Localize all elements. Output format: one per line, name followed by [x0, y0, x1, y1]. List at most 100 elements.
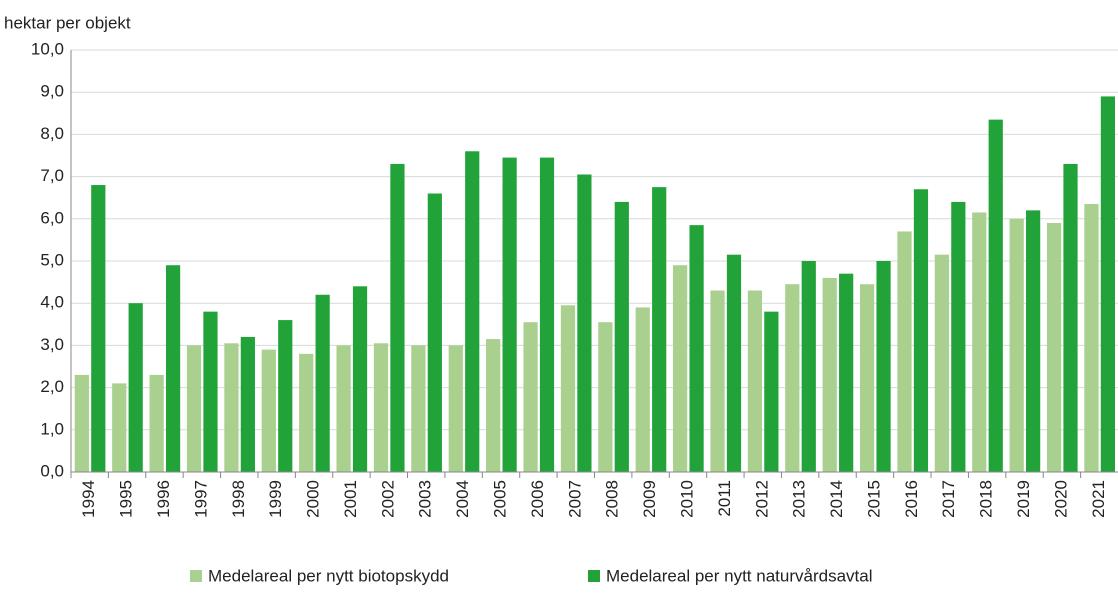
x-tick-label: 2008: [603, 480, 622, 518]
bar: [240, 336, 255, 472]
x-tick-label: 2006: [528, 480, 547, 518]
bar: [1026, 210, 1041, 473]
bar: [1100, 96, 1116, 473]
bar: [128, 303, 143, 472]
y-tick-label: 9,0: [40, 82, 64, 101]
y-tick-label: 7,0: [40, 166, 64, 185]
y-tick-label: 1,0: [40, 419, 64, 438]
bar: [427, 193, 442, 473]
bar: [465, 151, 480, 472]
bar: [336, 345, 351, 472]
bar: [972, 212, 987, 472]
bar: [1009, 218, 1024, 472]
legend-label: Medelareal per nytt biotopskydd: [208, 566, 449, 585]
x-tick-label: 2002: [378, 480, 397, 518]
x-tick-label: 2014: [827, 480, 846, 518]
bar: [560, 305, 576, 472]
y-tick-label: 10,0: [31, 39, 64, 58]
bar: [315, 294, 330, 472]
x-tick-label: 1998: [229, 480, 248, 518]
bar: [1046, 223, 1062, 472]
y-tick-label: 3,0: [40, 335, 64, 354]
bar: [411, 345, 426, 472]
bar: [934, 254, 949, 472]
y-tick-label: 8,0: [40, 124, 64, 143]
bar: [165, 265, 181, 472]
y-tick-label: 0,0: [40, 461, 64, 480]
x-tick-label: 2010: [677, 480, 696, 518]
bar: [785, 284, 800, 472]
x-tick-label: 2016: [902, 480, 921, 518]
x-tick-label: 2021: [1089, 480, 1108, 518]
bar: [801, 261, 816, 472]
bar: [635, 307, 650, 472]
bar: [1063, 163, 1078, 472]
x-tick-label: 1997: [191, 480, 210, 518]
bar: [951, 201, 966, 473]
bar: [352, 286, 368, 472]
x-tick-label: 1999: [266, 480, 285, 518]
bar: [74, 374, 89, 472]
bar: [299, 353, 314, 472]
bar: [614, 201, 629, 473]
bar: [710, 290, 725, 472]
y-tick-label: 4,0: [40, 293, 64, 312]
bar: [747, 290, 763, 472]
x-tick-label: 2017: [939, 480, 958, 518]
bar: [1084, 204, 1099, 472]
bar: [523, 322, 538, 472]
legend-swatch: [588, 570, 600, 582]
bar: [91, 185, 106, 473]
y-tick-label: 6,0: [40, 208, 64, 227]
x-tick-label: 2012: [752, 480, 771, 518]
bar: [261, 349, 276, 472]
bar: [689, 225, 704, 472]
bar: [764, 311, 779, 472]
bar: [486, 339, 501, 472]
bar: [859, 284, 875, 472]
x-tick-label: 2005: [491, 480, 510, 518]
x-tick-label: 2003: [416, 480, 435, 518]
x-tick-label: 2009: [640, 480, 659, 518]
bar: [112, 383, 127, 472]
x-tick-label: 2004: [453, 480, 472, 518]
x-tick-label: 2011: [715, 480, 734, 517]
bar: [203, 311, 218, 472]
y-tick-label: 5,0: [40, 250, 64, 269]
bar: [577, 174, 592, 473]
bar: [598, 322, 613, 472]
bar: [839, 273, 854, 472]
y-axis-title: hektar per objekt: [4, 13, 131, 32]
bar: [278, 320, 293, 472]
x-tick-label: 2007: [565, 480, 584, 518]
bar: [502, 157, 517, 473]
x-tick-label: 2001: [341, 480, 360, 518]
bar: [539, 157, 555, 473]
bar: [390, 163, 405, 472]
legend-swatch: [190, 570, 202, 582]
bar: [726, 254, 742, 472]
bar: [149, 374, 164, 472]
x-tick-label: 2015: [864, 480, 883, 518]
x-tick-label: 1994: [79, 480, 98, 518]
bar: [822, 277, 837, 472]
x-tick-label: 2019: [1014, 480, 1033, 518]
bar: [673, 265, 688, 472]
bar: [373, 343, 389, 472]
x-tick-label: 2018: [977, 480, 996, 518]
bar: [448, 345, 463, 472]
x-tick-label: 1996: [154, 480, 173, 518]
x-tick-label: 2000: [304, 480, 323, 518]
bar: [988, 119, 1003, 472]
legend-label: Medelareal per nytt naturvårdsavtal: [606, 566, 872, 585]
x-tick-label: 2020: [1051, 480, 1070, 518]
bar: [652, 187, 667, 472]
y-tick-label: 2,0: [40, 377, 64, 396]
bar: [876, 261, 891, 472]
x-tick-label: 1995: [117, 480, 136, 518]
bar: [186, 345, 202, 472]
bar: [897, 231, 912, 472]
bar: [913, 189, 929, 472]
x-tick-label: 2013: [790, 480, 809, 518]
